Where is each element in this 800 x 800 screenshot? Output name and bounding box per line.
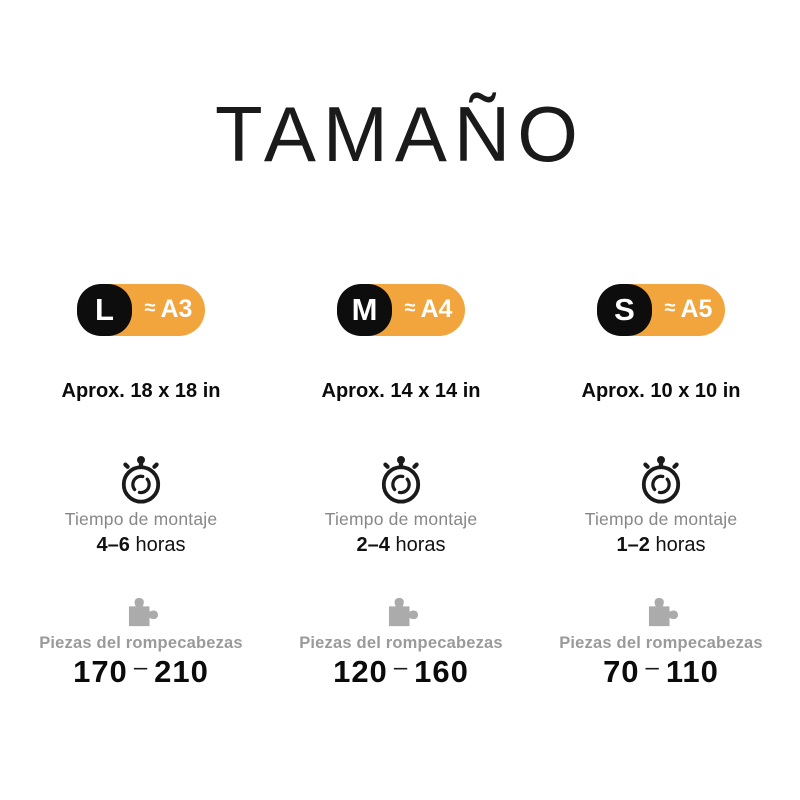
assembly-time-value: 1–2 horas: [617, 534, 706, 557]
assembly-time-value: 4–6 horas: [97, 534, 186, 557]
time-range: 1–2: [616, 533, 650, 556]
paper-size: A4: [420, 295, 453, 324]
approx-symbol: ≈: [144, 297, 156, 320]
paper-size-label: ≈ A4: [392, 295, 465, 324]
pieces-label: Piezas del rompecabezas: [559, 633, 763, 652]
dimensions-text: Aprox. 14 x 14 in: [321, 379, 481, 402]
pieces-label: Piezas del rompecabezas: [299, 633, 503, 652]
time-range: 4–6: [96, 533, 130, 556]
size-columns: L ≈ A3 Aprox. 18 x 18 in Tiempo de monta…: [11, 283, 791, 690]
paper-size-label: ≈ A3: [132, 295, 205, 324]
paper-size: A5: [680, 295, 713, 324]
size-letter: L: [77, 283, 132, 336]
page-title: TAMAÑO: [215, 90, 585, 178]
pieces-min: 70: [603, 653, 640, 689]
size-letter: S: [597, 283, 652, 336]
pieces-min: 120: [333, 653, 388, 689]
time-range: 2–4: [356, 533, 390, 556]
size-column-medium: M ≈ A4 Aprox. 14 x 14 in Tiempo de monta…: [271, 283, 531, 690]
size-badge-large: L ≈ A3: [77, 283, 205, 336]
pieces-separator: –: [645, 653, 660, 681]
size-badge-medium: M ≈ A4: [337, 283, 465, 336]
dimensions-text: Aprox. 10 x 10 in: [581, 379, 741, 402]
puzzle-piece-icon: [648, 597, 678, 626]
pieces-min: 170: [73, 653, 128, 689]
pieces-max: 160: [414, 653, 469, 689]
paper-size-label: ≈ A5: [652, 295, 725, 324]
assembly-time-label: Tiempo de montaje: [324, 508, 478, 529]
pieces-max: 110: [665, 653, 719, 689]
time-unit: horas: [395, 533, 446, 556]
stopwatch-icon: [381, 455, 421, 504]
size-letter: M: [337, 283, 392, 336]
stopwatch-icon: [121, 455, 161, 504]
assembly-time-label: Tiempo de montaje: [584, 508, 738, 529]
approx-symbol: ≈: [404, 297, 416, 320]
approx-symbol: ≈: [664, 297, 676, 320]
dimensions-text: Aprox. 18 x 18 in: [61, 379, 221, 402]
puzzle-piece-icon: [388, 597, 418, 626]
paper-size: A3: [160, 295, 193, 324]
size-column-large: L ≈ A3 Aprox. 18 x 18 in Tiempo de monta…: [11, 283, 271, 690]
size-column-small: S ≈ A5 Aprox. 10 x 10 in Tiempo de monta…: [531, 283, 791, 690]
time-unit: horas: [135, 533, 186, 556]
pieces-range: 170–210: [73, 654, 209, 690]
assembly-time-label: Tiempo de montaje: [64, 508, 218, 529]
pieces-range: 70–110: [603, 654, 719, 690]
size-badge-small: S ≈ A5: [597, 283, 725, 336]
assembly-time-value: 2–4 horas: [357, 534, 446, 557]
pieces-separator: –: [133, 653, 149, 681]
pieces-range: 120–160: [333, 654, 469, 690]
time-unit: horas: [655, 533, 706, 556]
pieces-label: Piezas del rompecabezas: [39, 633, 243, 652]
pieces-separator: –: [393, 653, 409, 681]
pieces-max: 210: [154, 653, 209, 689]
stopwatch-icon: [641, 455, 681, 504]
puzzle-piece-icon: [128, 597, 158, 626]
